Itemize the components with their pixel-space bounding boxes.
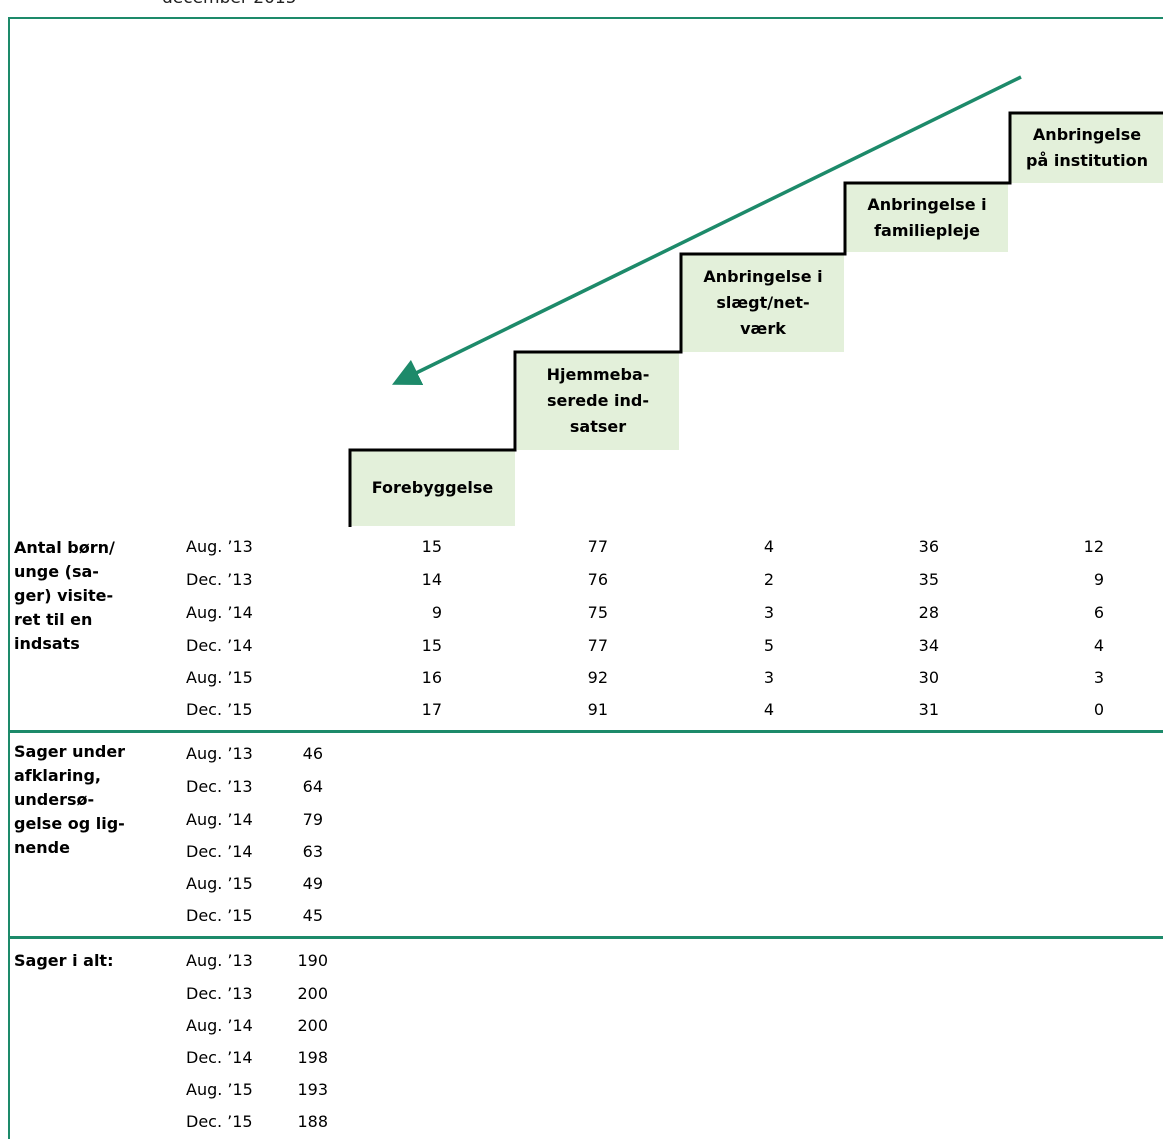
period-label: Aug. ’15: [186, 668, 253, 687]
case-count: 45: [302, 906, 323, 925]
frame-top-border: [8, 17, 1163, 19]
value-hjemmebaserede: 77: [587, 537, 608, 556]
staircase-diagram: [348, 75, 1163, 527]
value-slaegt-netvaerk: 3: [763, 668, 774, 687]
table-row: Aug. ’14 9 75 3 28 6: [0, 596, 1163, 629]
value-familiepleje: 36: [918, 537, 939, 556]
period-label: Dec. ’13: [186, 570, 253, 589]
frame-left-border: [8, 17, 10, 1139]
period-label: Aug. ’13: [186, 537, 253, 556]
table-row: Dec. ’13 64: [0, 770, 400, 803]
table-row: Aug. ’15 49: [0, 867, 400, 900]
step-box-institution: Anbringelse på institution: [1011, 113, 1163, 183]
total-count: 193: [297, 1080, 328, 1099]
value-forebyggelse: 15: [421, 636, 442, 655]
table-row: Dec. ’15 45: [0, 899, 400, 932]
table-row: Aug. ’15 193: [0, 1073, 400, 1106]
total-count: 188: [297, 1112, 328, 1131]
value-forebyggelse: 9: [431, 603, 442, 622]
value-institution: 12: [1083, 537, 1104, 556]
table-row: Dec. ’14 63: [0, 835, 400, 868]
table-row: Dec. ’14 198: [0, 1041, 400, 1074]
table-row: Dec. ’13 200: [0, 977, 400, 1010]
period-label: Dec. ’13: [186, 777, 253, 796]
total-count: 190: [297, 951, 328, 970]
step-label-slaegt-netvaerk: Anbringelse i slægt/net- værk: [703, 267, 823, 338]
value-forebyggelse: 17: [421, 700, 442, 719]
value-familiepleje: 35: [918, 570, 939, 589]
step-label-familiepleje: Anbringelse i familiepleje: [867, 194, 987, 240]
value-slaegt-netvaerk: 5: [763, 636, 774, 655]
direction-arrow: [391, 75, 1022, 386]
period-label: Dec. ’14: [186, 636, 253, 655]
value-familiepleje: 34: [918, 636, 939, 655]
period-label: Aug. ’14: [186, 810, 253, 829]
period-label: Aug. ’14: [186, 603, 253, 622]
value-hjemmebaserede: 92: [587, 668, 608, 687]
period-label: Aug. ’15: [186, 874, 253, 893]
value-hjemmebaserede: 77: [587, 636, 608, 655]
section-divider: [8, 730, 1163, 733]
case-count: 79: [302, 810, 323, 829]
value-slaegt-netvaerk: 3: [763, 603, 774, 622]
value-slaegt-netvaerk: 4: [763, 537, 774, 556]
period-label: Dec. ’14: [186, 842, 253, 861]
value-hjemmebaserede: 76: [587, 570, 608, 589]
value-forebyggelse: 15: [421, 537, 442, 556]
value-institution: 3: [1093, 668, 1104, 687]
table-row: Aug. ’14 200: [0, 1009, 400, 1042]
table-row: Aug. ’15 16 92 3 30 3: [0, 661, 1163, 694]
case-count: 49: [302, 874, 323, 893]
staircase-outline: [348, 111, 1163, 527]
case-count: 64: [302, 777, 323, 796]
section-divider: [8, 936, 1163, 939]
value-hjemmebaserede: 75: [587, 603, 608, 622]
table-row: Dec. ’15 188: [0, 1105, 400, 1138]
period-label: Dec. ’13: [186, 984, 253, 1003]
step-box-familiepleje: Anbringelse i familiepleje: [846, 183, 1008, 252]
case-count: 63: [302, 842, 323, 861]
period-label: Dec. ’15: [186, 700, 253, 719]
table-row: Dec. ’14 15 77 5 34 4: [0, 629, 1163, 662]
table-row: Dec. ’13 14 76 2 35 9: [0, 563, 1163, 596]
value-forebyggelse: 14: [421, 570, 442, 589]
page-caption: december 2015: [162, 0, 297, 8]
step-box-hjemmebaserede: Hjemmeba- serede ind- satser: [517, 352, 679, 450]
value-institution: 9: [1093, 570, 1104, 589]
step-box-forebyggelse: Forebyggelse: [350, 450, 515, 526]
table-row: Aug. ’14 79: [0, 803, 400, 836]
period-label: Dec. ’15: [186, 1112, 253, 1131]
step-label-hjemmebaserede: Hjemmeba- serede ind- satser: [546, 365, 650, 436]
period-label: Aug. ’13: [186, 951, 253, 970]
value-familiepleje: 31: [918, 700, 939, 719]
step-label-institution: Anbringelse på institution: [1026, 125, 1148, 170]
table-row: Aug. ’13 190: [0, 944, 400, 977]
total-count: 198: [297, 1048, 328, 1067]
value-institution: 6: [1093, 603, 1104, 622]
value-institution: 0: [1093, 700, 1104, 719]
period-label: Aug. ’15: [186, 1080, 253, 1099]
section-label-i-alt: Sager i alt:: [14, 951, 114, 970]
period-label: Dec. ’15: [186, 906, 253, 925]
period-label: Aug. ’14: [186, 1016, 253, 1035]
value-slaegt-netvaerk: 2: [763, 570, 774, 589]
total-count: 200: [297, 984, 328, 1003]
period-label: Dec. ’14: [186, 1048, 253, 1067]
period-label: Aug. ’13: [186, 744, 253, 763]
value-familiepleje: 28: [918, 603, 939, 622]
total-count: 200: [297, 1016, 328, 1035]
value-institution: 4: [1093, 636, 1104, 655]
case-count: 46: [302, 744, 323, 763]
section-label-visiteret: Antal børn/ unge (sa- ger) visite- ret t…: [14, 538, 115, 653]
value-hjemmebaserede: 91: [587, 700, 608, 719]
step-label-forebyggelse: Forebyggelse: [371, 478, 494, 497]
section-label-afklaring: Sager under afklaring, undersø- gelse og…: [14, 742, 126, 857]
value-slaegt-netvaerk: 4: [763, 700, 774, 719]
value-familiepleje: 30: [918, 668, 939, 687]
step-box-slaegt-netvaerk: Anbringelse i slægt/net- værk: [682, 254, 844, 352]
table-row: Aug. ’13 46: [0, 737, 400, 770]
table-row: Aug. ’13 15 77 4 36 12: [0, 530, 1163, 563]
table-row: Dec. ’15 17 91 4 31 0: [0, 693, 1163, 726]
value-forebyggelse: 16: [421, 668, 442, 687]
